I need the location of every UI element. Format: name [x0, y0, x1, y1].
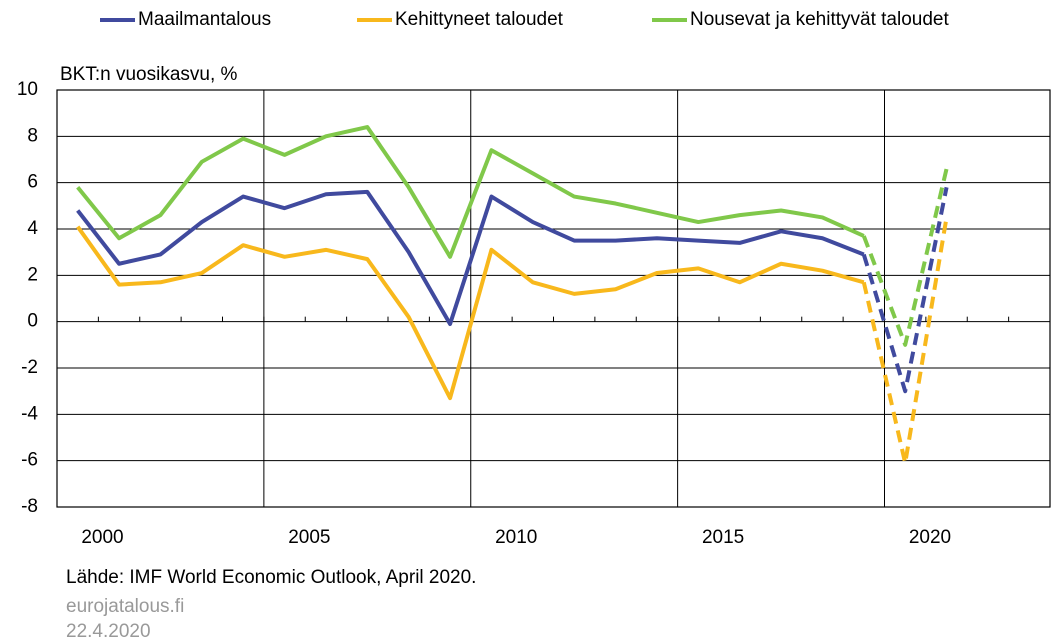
plot-frame	[56, 89, 1051, 508]
y-tick-label: 8	[27, 125, 38, 146]
x-tick-label: 2005	[288, 527, 330, 548]
y-tick-label: -2	[21, 357, 38, 378]
x-tick-label: 2020	[909, 527, 951, 548]
y-tick-label: 2	[27, 264, 38, 285]
source: Lähde: IMF World Economic Outlook, April…	[66, 567, 476, 588]
y-tick-label: 10	[17, 79, 38, 100]
x-tick-label: 2015	[702, 527, 744, 548]
legend-label: Kehittyneet taloudet	[395, 9, 564, 30]
legend-label: Nousevat ja kehittyvät taloudet	[690, 9, 949, 30]
date: 22.4.2020	[66, 621, 151, 642]
legend-label: Maailmantalous	[138, 9, 271, 30]
y-tick-label: -6	[21, 450, 38, 471]
y-tick-label: 4	[27, 218, 38, 239]
y-tick-label: -8	[21, 496, 38, 517]
x-tick-label: 2010	[495, 527, 537, 548]
series-line	[76, 125, 865, 259]
series-line	[861, 217, 949, 465]
y-tick-label: 0	[27, 311, 38, 332]
site: eurojatalous.fi	[66, 596, 184, 617]
series-line	[76, 189, 865, 326]
x-tick-label: 2000	[81, 527, 123, 548]
y-tick-label: -4	[21, 403, 38, 424]
y-tick-label: 6	[27, 172, 38, 193]
series-line	[76, 225, 865, 401]
series-line	[861, 186, 949, 394]
y-axis-label: BKT:n vuosikasvu, %	[60, 64, 238, 85]
series-line	[861, 168, 949, 347]
